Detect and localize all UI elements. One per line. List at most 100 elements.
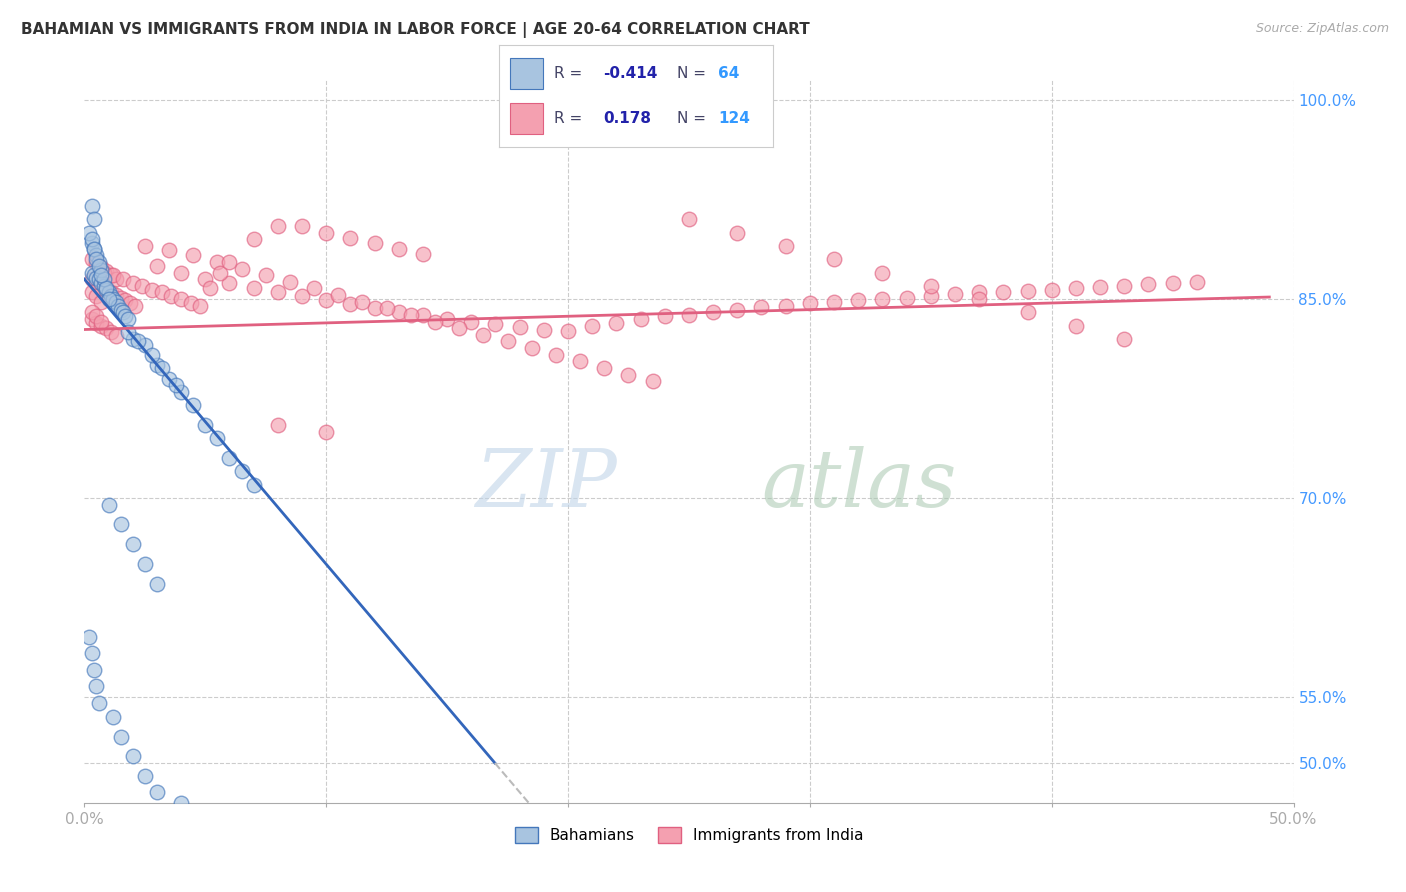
Point <box>80 285 103 300</box>
Point <box>1114 278 1136 293</box>
Point <box>823 294 845 309</box>
Point <box>1137 277 1160 292</box>
Bar <box>510 58 543 88</box>
Point <box>160 289 183 303</box>
Point <box>533 322 555 336</box>
Point <box>967 285 990 300</box>
Point <box>80 646 103 660</box>
Point <box>90 268 112 282</box>
Point <box>90 278 112 293</box>
Point <box>593 361 616 376</box>
Point <box>180 296 202 310</box>
Text: R =: R = <box>554 66 588 81</box>
Point <box>678 212 700 227</box>
Point <box>134 338 156 352</box>
Point <box>80 236 103 251</box>
Point <box>775 239 797 253</box>
Point <box>141 348 163 362</box>
Point <box>100 268 122 282</box>
Point <box>93 266 115 280</box>
Point <box>117 312 139 326</box>
Point <box>94 321 117 335</box>
Point <box>267 417 290 432</box>
Point <box>267 285 290 300</box>
Point <box>375 301 398 316</box>
Text: R =: R = <box>554 111 588 126</box>
Point <box>86 289 108 303</box>
Point <box>315 425 337 439</box>
Point <box>363 236 385 251</box>
Point <box>242 281 264 295</box>
Point <box>97 285 120 300</box>
Point <box>617 368 640 382</box>
Point <box>484 317 506 331</box>
Point <box>134 239 156 253</box>
Point <box>86 270 108 285</box>
Point <box>641 374 664 388</box>
Point <box>1114 332 1136 346</box>
Point <box>157 371 180 385</box>
Point <box>267 219 290 233</box>
Point <box>83 663 105 677</box>
Point <box>90 314 112 328</box>
Point <box>83 242 105 256</box>
Point <box>775 299 797 313</box>
Point <box>1064 281 1087 295</box>
Point <box>605 316 627 330</box>
Point <box>352 294 374 309</box>
Point <box>104 288 127 302</box>
Point <box>181 248 204 262</box>
Text: 64: 64 <box>718 66 740 81</box>
Text: 124: 124 <box>718 111 751 126</box>
Point <box>124 299 146 313</box>
Point <box>181 398 204 412</box>
Point <box>110 291 132 305</box>
Point <box>83 212 105 227</box>
Point <box>170 266 193 280</box>
Point <box>121 537 143 551</box>
Point <box>1088 280 1111 294</box>
Point <box>725 226 748 240</box>
Point <box>315 226 337 240</box>
Point <box>146 577 169 591</box>
Point <box>86 276 108 290</box>
Point <box>423 314 446 328</box>
Point <box>388 305 411 319</box>
Point <box>496 334 519 349</box>
Point <box>93 272 115 286</box>
Point <box>103 709 125 723</box>
Point <box>231 464 253 478</box>
Point <box>194 272 217 286</box>
Point <box>114 310 136 324</box>
Point <box>80 199 103 213</box>
Point <box>170 384 193 399</box>
Point <box>77 226 100 240</box>
Point <box>87 255 110 269</box>
Point <box>291 219 314 233</box>
Point <box>198 281 221 295</box>
Point <box>896 291 918 305</box>
Text: N =: N = <box>678 66 711 81</box>
Point <box>104 329 127 343</box>
Point <box>90 276 112 290</box>
Point <box>920 289 942 303</box>
Point <box>846 293 869 308</box>
Point <box>328 288 350 302</box>
Point <box>472 327 495 342</box>
Point <box>112 305 135 319</box>
Point <box>141 283 163 297</box>
Point <box>80 312 103 326</box>
Point <box>94 281 117 295</box>
Point <box>103 292 125 306</box>
Point <box>93 278 115 293</box>
Text: ZIP: ZIP <box>475 446 616 524</box>
Point <box>967 292 990 306</box>
Point <box>80 305 103 319</box>
Point <box>165 378 187 392</box>
Text: atlas: atlas <box>762 446 957 524</box>
Point <box>90 318 112 333</box>
Text: Source: ZipAtlas.com: Source: ZipAtlas.com <box>1256 22 1389 36</box>
Point <box>150 285 173 300</box>
Point <box>208 266 231 280</box>
Point <box>104 294 127 309</box>
